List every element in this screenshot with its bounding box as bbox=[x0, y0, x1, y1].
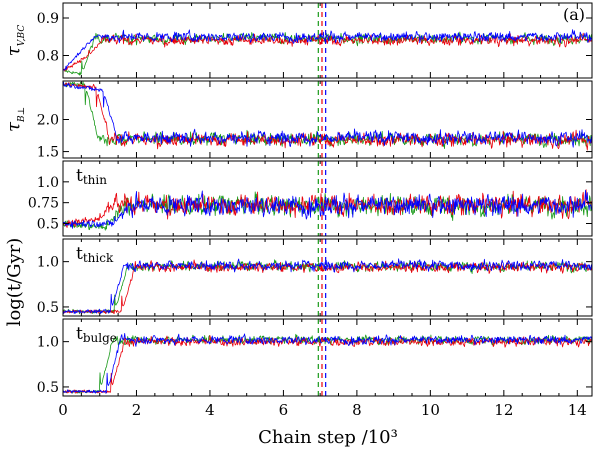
plot-frame bbox=[62, 80, 593, 159]
y-tick-label: 0.8 bbox=[37, 49, 59, 65]
trace-blue bbox=[63, 258, 592, 314]
panels: 0.8 0.9 τV,BC 1.5 2.0 τB⊥ 0.5 0.75 1.0 tthin 0.5 1.… bbox=[3, 2, 593, 419]
panel-tau_v_bc: 0.8 0.9 τV,BC bbox=[3, 2, 593, 79]
series-annotation: tbulge bbox=[76, 324, 117, 345]
x-tick-label: 10 bbox=[421, 401, 440, 419]
y-tick-label: 0.5 bbox=[37, 217, 59, 233]
x-tick-label: 2 bbox=[132, 401, 142, 419]
trace-group bbox=[63, 258, 592, 315]
trace-blue bbox=[63, 81, 592, 148]
y-axis-label: τB⊥ bbox=[3, 107, 27, 132]
trace-group bbox=[63, 189, 592, 231]
x-tick-label: 6 bbox=[279, 401, 289, 419]
x-tick-label: 8 bbox=[352, 401, 362, 419]
trace-group bbox=[63, 29, 592, 76]
panel-t_thick: 0.5 1.0 tthick bbox=[37, 238, 593, 317]
y-tick-label: 0.9 bbox=[37, 11, 59, 27]
shared-y-axis-label: log(t/Gyr) bbox=[4, 238, 25, 327]
trace-group bbox=[63, 81, 592, 151]
trace-red bbox=[63, 335, 592, 394]
trace-blue bbox=[63, 29, 592, 71]
y-tick-label: 1.0 bbox=[37, 335, 59, 351]
y-tick-label: 0.5 bbox=[37, 300, 59, 316]
plot-frame bbox=[62, 238, 593, 317]
panel-label: (a) bbox=[563, 5, 585, 24]
y-axis-label: τV,BC bbox=[3, 25, 27, 57]
series-annotation: tthick bbox=[76, 244, 114, 265]
panel-t_thin: 0.5 0.75 1.0 tthin bbox=[28, 160, 593, 237]
y-tick-label: 0.5 bbox=[37, 380, 59, 396]
y-tick-label: 1.0 bbox=[37, 255, 59, 271]
x-tick-label: 12 bbox=[494, 401, 513, 419]
series-annotation: tthin bbox=[76, 166, 107, 187]
y-tick-label: 1.0 bbox=[37, 175, 59, 191]
y-tick-label: 2.0 bbox=[37, 113, 59, 129]
x-tick-label: 14 bbox=[568, 401, 587, 419]
trace-blue bbox=[63, 189, 592, 229]
y-tick-label: 0.75 bbox=[28, 196, 59, 212]
panel-tau_b_perp: 1.5 2.0 τB⊥ bbox=[3, 80, 593, 161]
plot-frame bbox=[62, 160, 593, 237]
plot-frame bbox=[62, 318, 593, 397]
trace-group bbox=[63, 332, 592, 394]
x-tick-label: 4 bbox=[205, 401, 215, 419]
x-axis-label: Chain step /10³ bbox=[258, 427, 398, 448]
y-tick-label: 1.5 bbox=[37, 145, 59, 161]
trace-green bbox=[63, 333, 592, 394]
panel-t_bulge: 0.5 1.0 0 2 4 6 8 10 12 14 tbulge bbox=[37, 318, 593, 419]
plot-frame bbox=[62, 2, 593, 79]
x-tick-label: 0 bbox=[58, 401, 68, 419]
trace-blue bbox=[63, 332, 592, 394]
